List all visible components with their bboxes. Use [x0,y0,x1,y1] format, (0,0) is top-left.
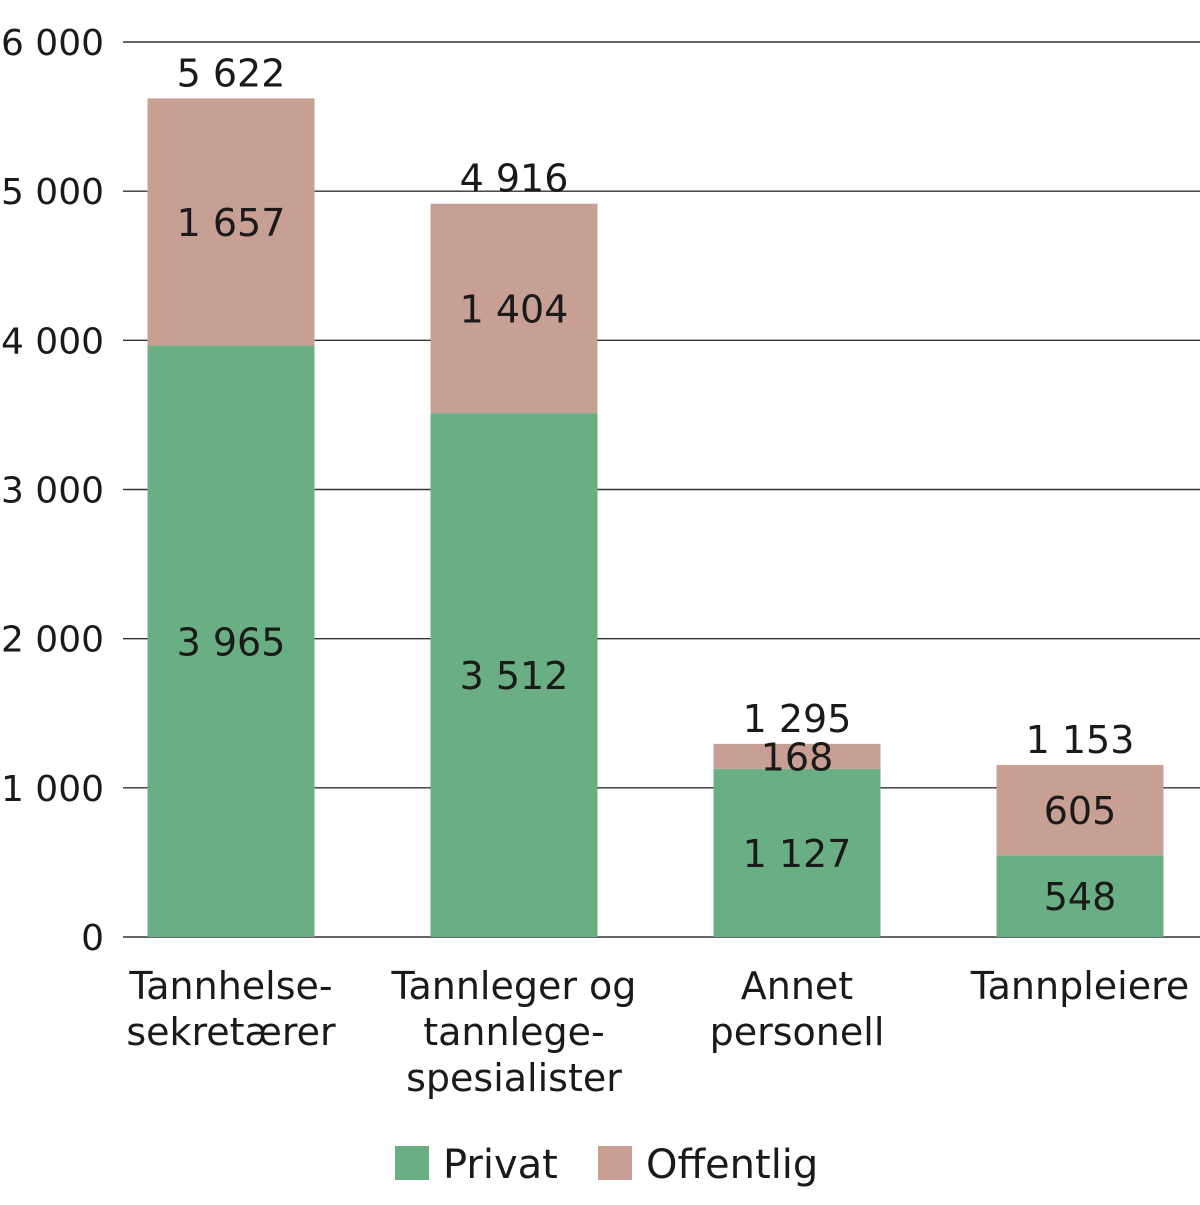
y-tick-label: 0 [81,918,104,959]
y-tick-label: 6 000 [1,23,104,64]
segment-value-label: 3 965 [177,620,286,664]
bar-segment-privat [430,413,598,937]
y-tick-label: 1 000 [1,769,104,810]
category-label: sekretærer [126,1010,336,1054]
category-label: spesialister [406,1056,622,1100]
legend: Privat Offentlig [395,1142,818,1188]
total-value-label: 1 153 [1026,718,1135,762]
bar-segment-offentlig [147,98,315,346]
legend-label-offentlig: Offentlig [646,1142,818,1188]
total-value-label: 1 295 [743,697,852,741]
total-value-label: 4 916 [460,157,569,201]
segment-value-label: 605 [1044,789,1117,833]
category-label: personell [710,1010,885,1054]
bars [147,98,1164,937]
segment-value-label: 1 127 [743,832,852,876]
y-tick-label: 4 000 [1,321,104,362]
bar-segment-privat [713,768,881,937]
bar-segment-privat [147,345,315,937]
bar-segment-offentlig [713,743,881,769]
category-label: tannlege- [423,1010,605,1054]
y-tick-label: 2 000 [1,620,104,661]
total-value-label: 5 622 [177,51,286,95]
bar-segment-offentlig [430,203,598,414]
bar-segment-privat [996,855,1164,937]
legend-swatch-offentlig [598,1146,632,1180]
y-axis-ticks: 0 1 000 2 000 3 000 4 000 5 000 6 000 [1,23,104,959]
category-label: Tannhelse- [128,964,332,1008]
segment-value-label: 3 512 [460,654,569,698]
segment-value-label: 548 [1044,875,1117,919]
x-axis-categories: Tannhelse-sekretærer Tannleger ogtannlege… [126,964,1189,1100]
legend-swatch-privat [395,1146,429,1180]
segment-value-label: 1 404 [460,287,569,331]
segment-value-label: 1 657 [177,201,286,245]
legend-label-privat: Privat [443,1142,558,1188]
category-label: Tannleger og [391,964,637,1008]
bar-segment-offentlig [996,765,1164,856]
y-tick-label: 3 000 [1,471,104,512]
y-tick-label: 5 000 [1,172,104,213]
category-label: Tannpleiere [970,964,1190,1008]
category-label: Annet [741,964,853,1008]
segment-value-label: 168 [761,735,834,779]
